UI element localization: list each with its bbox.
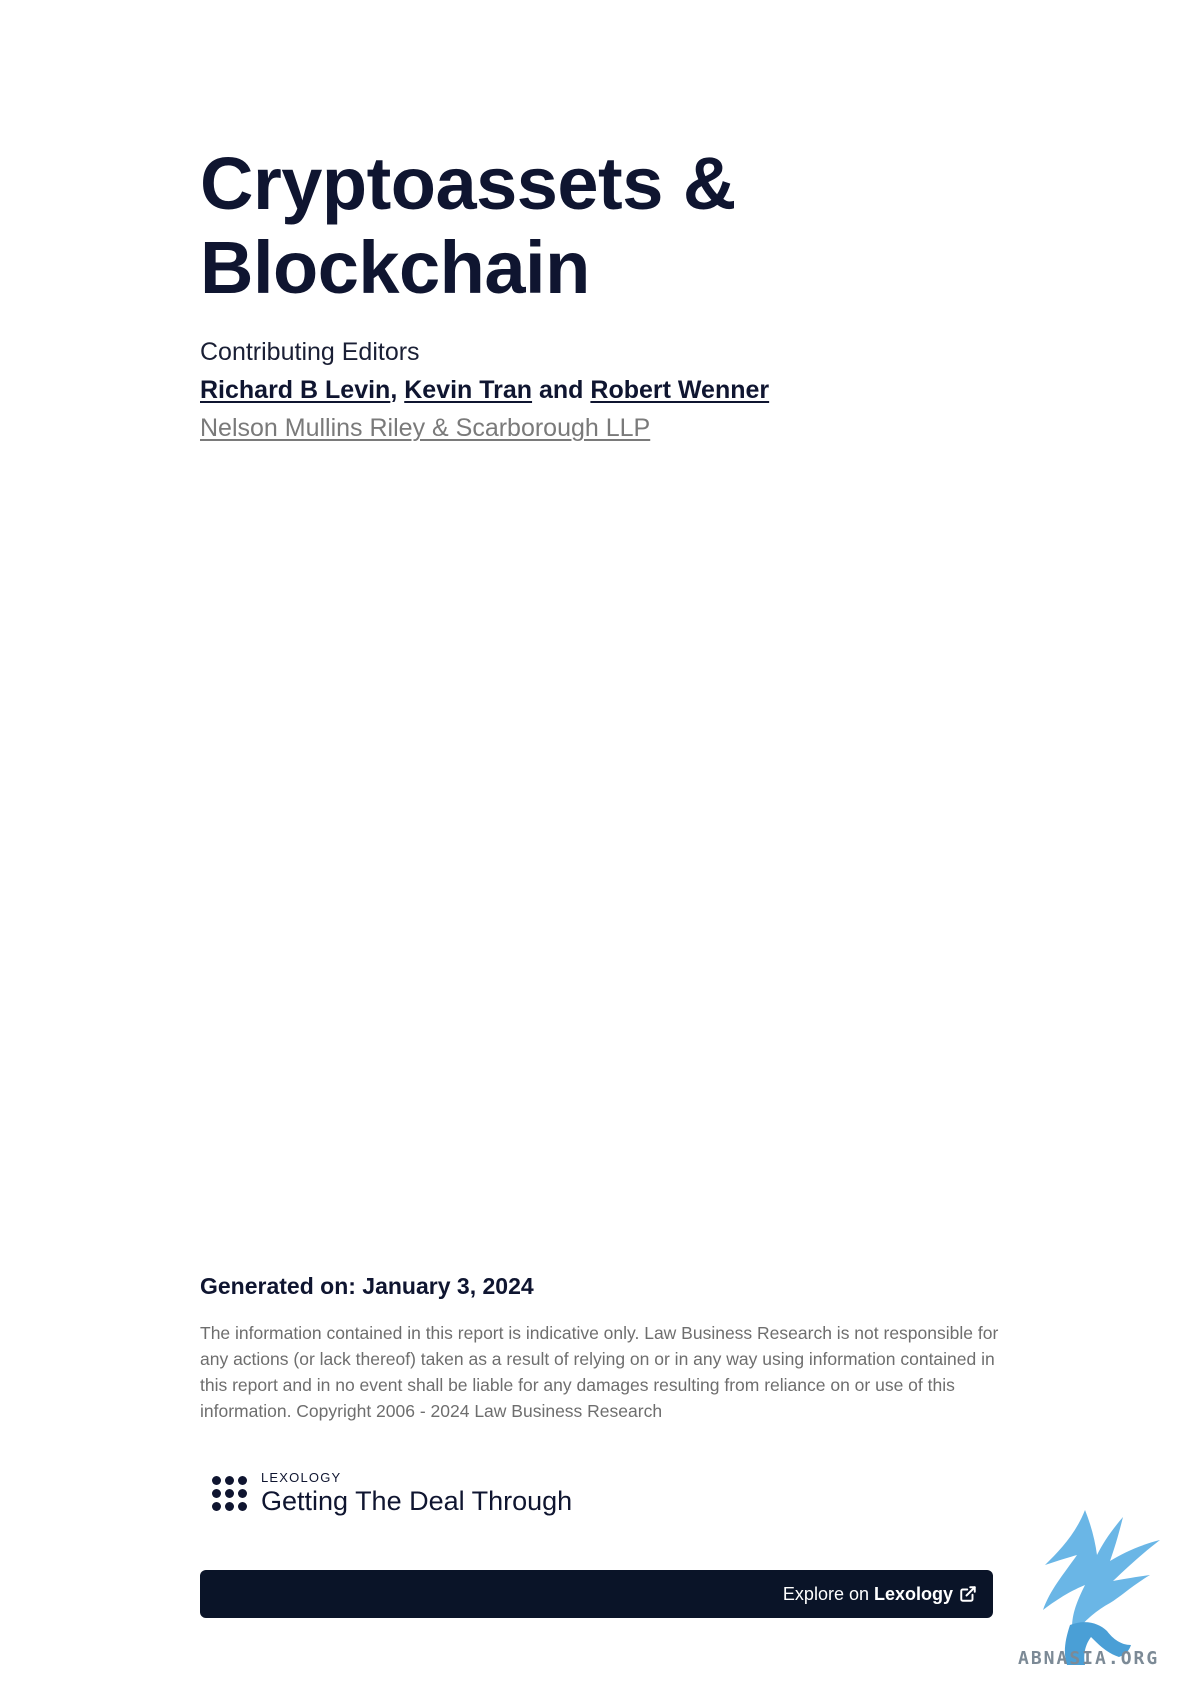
logo-big-text: Getting The Deal Through	[261, 1486, 573, 1516]
generated-date: Generated on: January 3, 2024	[200, 1273, 534, 1299]
explore-on-lexology-button[interactable]: Explore on Lexology	[200, 1570, 993, 1618]
contributing-editors-label: Contributing Editors	[200, 338, 420, 366]
griffin-logo-icon	[1043, 1510, 1160, 1665]
editor-separator: ,	[390, 376, 405, 404]
editor-link-wenner[interactable]: Robert Wenner	[590, 376, 770, 404]
dots-logo-icon	[212, 1476, 247, 1511]
title-line-1: Cryptoassets &	[200, 142, 736, 225]
editor-separator: and	[532, 376, 591, 404]
title-line-2: Blockchain	[200, 226, 590, 309]
explore-prefix: Explore on	[782, 1583, 869, 1604]
editor-link-levin[interactable]: Richard B Levin	[200, 376, 391, 404]
disclaimer-text: The information contained in this report…	[200, 1323, 999, 1421]
watermark-text: ABNASIA.ORG	[1018, 1648, 1160, 1669]
external-link-icon	[960, 1586, 976, 1602]
editors-list: Richard B Levin, Kevin Tran and Robert W…	[200, 376, 769, 405]
editor-link-tran[interactable]: Kevin Tran	[404, 376, 533, 404]
document-title: Cryptoassets & Blockchain	[200, 142, 960, 310]
lexology-gtdt-logo: LEXOLOGY Getting The Deal Through	[212, 1470, 572, 1517]
firm-link[interactable]: Nelson Mullins Riley & Scarborough LLP	[200, 414, 651, 442]
logo-small-text: LEXOLOGY	[261, 1470, 342, 1485]
explore-brand: Lexology	[873, 1583, 953, 1604]
